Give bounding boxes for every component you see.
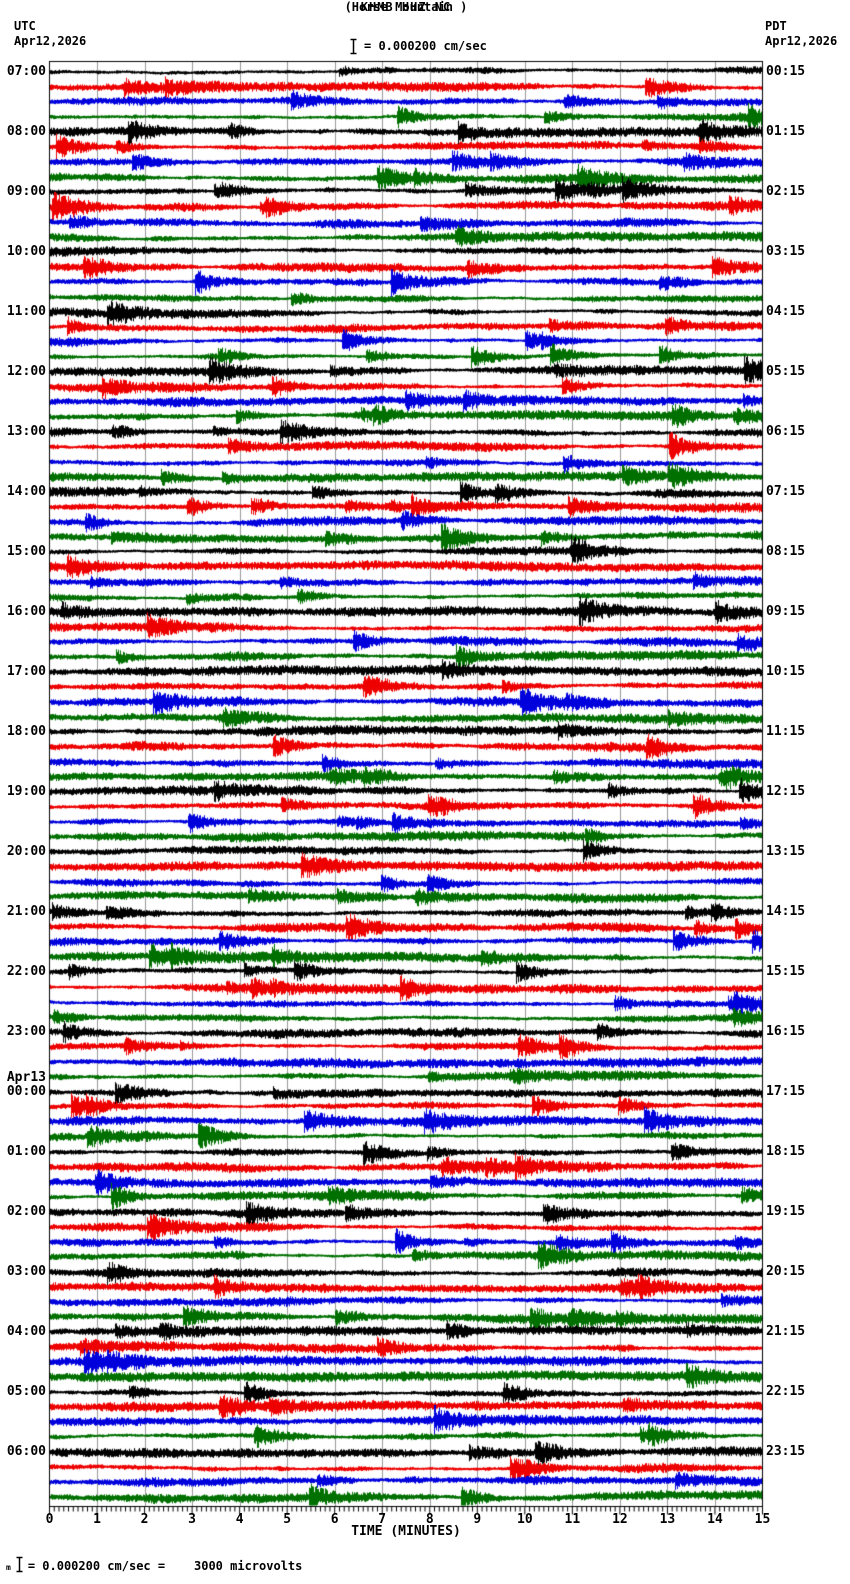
- left-time-label: 17:00: [6, 664, 46, 679]
- amplitude-scale-header: = 0.000200 cm/sec: [349, 37, 487, 55]
- right-time-label: 05:15: [766, 364, 806, 379]
- x-axis-tick-label: 13: [659, 1512, 676, 1527]
- left-time-label: 23:00: [6, 1024, 46, 1039]
- left-timezone-block: UTC Apr12,2026: [14, 19, 86, 49]
- left-time-label: 01:00: [6, 1144, 46, 1159]
- station-title: KHMB HHZ NC: [360, 0, 452, 14]
- right-time-label: 22:15: [766, 1384, 806, 1399]
- right-time-label: 09:15: [766, 604, 806, 619]
- left-time-label: 06:00: [6, 1444, 46, 1459]
- x-axis-tick-label: 10: [517, 1512, 533, 1527]
- amplitude-scale-text: = 0.000200 cm/sec: [364, 39, 487, 53]
- footer-scale-bar-icon: [16, 1556, 23, 1573]
- right-time-label: 12:15: [766, 784, 806, 799]
- footer-scale-text: = 0.000200 cm/sec = 3000 microvolts: [27, 1559, 303, 1573]
- x-axis-tick-label: 12: [612, 1512, 628, 1527]
- right-time-label: 19:15: [766, 1204, 806, 1219]
- x-axis-title: TIME (MINUTES): [351, 1524, 461, 1539]
- x-axis-tick-label: 1: [93, 1512, 101, 1527]
- x-axis-tick-label: 5: [283, 1512, 292, 1527]
- x-axis-tick-label: 15: [754, 1512, 771, 1527]
- x-axis-tick-label: 11: [564, 1512, 581, 1527]
- right-time-label: 14:15: [766, 904, 806, 919]
- right-timezone-block: PDT Apr12,2026: [765, 19, 837, 49]
- x-axis-tick-label: 14: [707, 1512, 723, 1527]
- left-time-label: 22:00: [6, 964, 46, 979]
- right-time-label: 21:15: [766, 1324, 806, 1339]
- x-axis-tick-label: 0: [45, 1512, 54, 1527]
- right-time-label: 03:15: [766, 244, 806, 259]
- left-time-label: 07:00: [6, 64, 46, 79]
- right-time-label: 23:15: [766, 1444, 806, 1459]
- right-time-label: 18:15: [766, 1144, 806, 1159]
- left-time-label: 18:00: [6, 724, 46, 739]
- date-change-label: Apr13: [6, 1070, 46, 1085]
- left-time-label: 21:00: [6, 904, 46, 919]
- right-date-label: Apr12,2026: [765, 34, 838, 48]
- x-axis-tick-label: 6: [330, 1512, 339, 1527]
- footer-glyph: m: [6, 1563, 11, 1572]
- left-time-label: 02:00: [6, 1204, 46, 1219]
- left-time-label: 04:00: [6, 1324, 46, 1339]
- left-timezone-label: UTC: [14, 19, 36, 33]
- left-time-label: 11:00: [6, 304, 46, 319]
- right-time-label: 20:15: [766, 1264, 806, 1279]
- right-time-label: 10:15: [766, 664, 806, 679]
- left-time-label: 09:00: [6, 184, 46, 199]
- x-axis-tick-label: 4: [235, 1512, 244, 1527]
- right-time-label: 17:15: [766, 1084, 806, 1099]
- left-time-label: 12:00: [6, 364, 46, 379]
- right-time-label: 16:15: [766, 1024, 806, 1039]
- left-date-label: Apr12,2026: [14, 34, 87, 48]
- right-time-label: 11:15: [766, 724, 806, 739]
- footer-scale-line: m = 0.000200 cm/sec = 3000 microvolts: [6, 1553, 302, 1573]
- station-location: (Horse Mountain ): [344, 0, 468, 14]
- left-time-label: 05:00: [6, 1384, 46, 1399]
- left-time-label: 00:00: [6, 1084, 46, 1099]
- left-time-label: 13:00: [6, 424, 46, 439]
- left-time-label: 14:00: [6, 484, 46, 499]
- left-time-label: 08:00: [6, 124, 46, 139]
- x-axis-tick-label: 2: [140, 1512, 149, 1527]
- right-time-label: 00:15: [766, 64, 806, 79]
- left-time-label: 20:00: [6, 844, 46, 859]
- x-axis-tick-label: 8: [425, 1512, 434, 1527]
- right-time-label: 13:15: [766, 844, 806, 859]
- left-time-label: 15:00: [6, 544, 46, 559]
- left-time-label: 19:00: [6, 784, 46, 799]
- scale-bar-icon: [350, 38, 357, 54]
- right-time-label: 01:15: [766, 124, 806, 139]
- left-time-label: 10:00: [6, 244, 46, 259]
- left-time-label: 03:00: [6, 1264, 46, 1279]
- right-time-label: 08:15: [766, 544, 806, 559]
- left-time-label: 16:00: [6, 604, 46, 619]
- x-axis-tick-label: 9: [473, 1512, 482, 1527]
- right-time-label: 07:15: [766, 484, 806, 499]
- x-axis-tick-label: 3: [188, 1512, 196, 1527]
- right-time-label: 02:15: [766, 184, 806, 199]
- right-time-label: 06:15: [766, 424, 806, 439]
- right-time-label: 15:15: [766, 964, 806, 979]
- x-axis-tick-label: 7: [378, 1512, 387, 1527]
- right-time-label: 04:15: [766, 304, 806, 319]
- right-timezone-label: PDT: [765, 19, 787, 33]
